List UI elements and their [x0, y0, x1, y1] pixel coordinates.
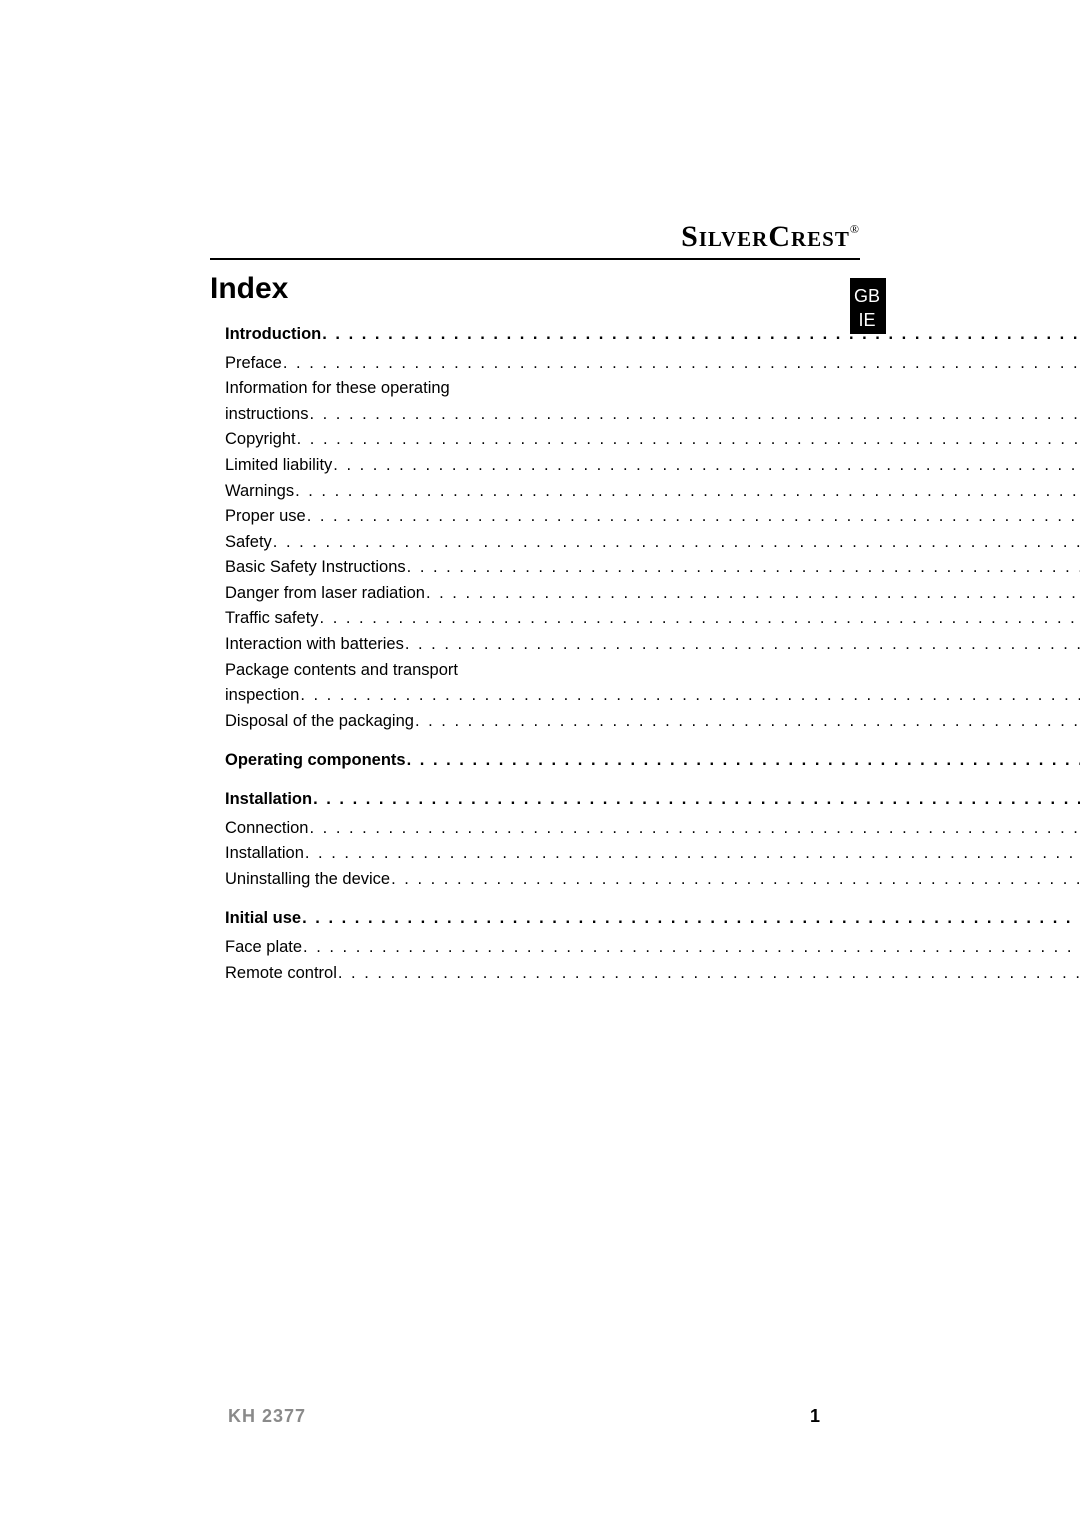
page-title: Index [210, 272, 288, 306]
toc-leader-dots: . . . . . . . . . . . . . . . . . . . . … [272, 530, 1080, 556]
toc-entry-label: Danger from laser radiation [225, 581, 425, 607]
toc-entry-label: Basic Safety Instructions [225, 555, 406, 581]
toc-leader-dots: . . . . . . . . . . . . . . . . . . . . … [425, 581, 1080, 607]
toc-heading-label: Introduction [225, 322, 321, 347]
toc-entry: Basic Safety Instructions . . . . . . . … [225, 555, 1080, 581]
toc-leader-dots: . . . . . . . . . . . . . . . . . . . . … [337, 961, 1080, 987]
toc-leader-dots: . . . . . . . . . . . . . . . . . . . . … [296, 427, 1080, 453]
toc-entry-label: Limited liability [225, 453, 332, 479]
toc-leader-dots: . . . . . . . . . . . . . . . . . . . . … [306, 504, 1080, 530]
toc-section-heading: Installation . . . . . . . . . . . . . .… [225, 787, 1080, 812]
toc-leader-dots: . . . . . . . . . . . . . . . . . . . . … [294, 479, 1080, 505]
page-footer: KH 2377 1 [228, 1406, 820, 1427]
toc-left-column: Introduction . . . . . . . . . . . . . .… [225, 322, 1080, 1084]
brand-logo: SilverCrest® [681, 220, 860, 254]
toc-entry-label: Safety [225, 530, 272, 556]
document-page: SilverCrest® GB IE Index Introduction . … [0, 0, 1080, 260]
toc-entry: Installation . . . . . . . . . . . . . .… [225, 841, 1080, 867]
toc-section-heading: Initial use . . . . . . . . . . . . . . … [225, 906, 1080, 931]
toc-entry-label: Package contents and transport [225, 658, 458, 684]
toc-leader-dots: . . . . . . . . . . . . . . . . . . . . … [390, 867, 1080, 893]
toc-entry-label: Disposal of the packaging [225, 709, 414, 735]
lang-line-1: GB [854, 284, 880, 308]
toc-leader-dots: . . . . . . . . . . . . . . . . . . . . … [301, 906, 1080, 931]
toc-heading-label: Installation [225, 787, 312, 812]
toc-section-heading: Introduction . . . . . . . . . . . . . .… [225, 322, 1080, 347]
toc-heading-label: Operating components [225, 748, 406, 773]
toc-leader-dots: . . . . . . . . . . . . . . . . . . . . … [308, 816, 1080, 842]
toc-entry: Package contents and transport [225, 658, 1080, 684]
toc-entry: Uninstalling the device . . . . . . . . … [225, 867, 1080, 893]
toc-entry-label: Information for these operating [225, 376, 450, 402]
toc-entry-label: Warnings [225, 479, 294, 505]
toc-leader-dots: . . . . . . . . . . . . . . . . . . . . … [282, 351, 1080, 377]
toc-entry: Traffic safety . . . . . . . . . . . . .… [225, 606, 1080, 632]
toc-section-heading: Operating components . . . . . . . . . .… [225, 748, 1080, 773]
toc-entry-label: Traffic safety [225, 606, 319, 632]
toc-entry: Disposal of the packaging . . . . . . . … [225, 709, 1080, 735]
toc-entry-label: Installation [225, 841, 304, 867]
toc-entry-label: Remote control [225, 961, 337, 987]
toc-entry-label: Copyright [225, 427, 296, 453]
toc-heading-label: Initial use [225, 906, 301, 931]
toc-entry-label: Preface [225, 351, 282, 377]
toc-entry: instructions . . . . . . . . . . . . . .… [225, 402, 1080, 428]
brand-text: SilverCrest [681, 220, 850, 253]
footer-model: KH 2377 [228, 1406, 306, 1427]
toc-entry-label: Connection [225, 816, 308, 842]
toc-entry-label: Face plate [225, 935, 302, 961]
toc-entry: Face plate . . . . . . . . . . . . . . .… [225, 935, 1080, 961]
toc-entry: Connection . . . . . . . . . . . . . . .… [225, 816, 1080, 842]
toc-entry: Interaction with batteries . . . . . . .… [225, 632, 1080, 658]
footer-page-number: 1 [810, 1406, 820, 1427]
toc-leader-dots: . . . . . . . . . . . . . . . . . . . . … [332, 453, 1080, 479]
toc-entry: Warnings . . . . . . . . . . . . . . . .… [225, 479, 1080, 505]
toc-entry: Copyright . . . . . . . . . . . . . . . … [225, 427, 1080, 453]
toc-entry: Safety . . . . . . . . . . . . . . . . .… [225, 530, 1080, 556]
toc-entry-label: instructions [225, 402, 308, 428]
toc-leader-dots: . . . . . . . . . . . . . . . . . . . . … [406, 555, 1080, 581]
toc-entry: Information for these operating [225, 376, 1080, 402]
toc-entry: Danger from laser radiation . . . . . . … [225, 581, 1080, 607]
horizontal-rule [210, 258, 860, 260]
toc-columns: Introduction . . . . . . . . . . . . . .… [225, 322, 808, 1084]
toc-leader-dots: . . . . . . . . . . . . . . . . . . . . … [404, 632, 1080, 658]
toc-leader-dots: . . . . . . . . . . . . . . . . . . . . … [304, 841, 1080, 867]
toc-entry-label: Proper use [225, 504, 306, 530]
toc-leader-dots: . . . . . . . . . . . . . . . . . . . . … [299, 683, 1080, 709]
toc-entry-label: Uninstalling the device [225, 867, 390, 893]
toc-leader-dots: . . . . . . . . . . . . . . . . . . . . … [312, 787, 1080, 812]
brand-registered: ® [850, 222, 860, 236]
toc-leader-dots: . . . . . . . . . . . . . . . . . . . . … [414, 709, 1080, 735]
toc-leader-dots: . . . . . . . . . . . . . . . . . . . . … [302, 935, 1080, 961]
toc-entry-label: inspection [225, 683, 299, 709]
toc-entry: Limited liability . . . . . . . . . . . … [225, 453, 1080, 479]
toc-entry: Remote control . . . . . . . . . . . . .… [225, 961, 1080, 987]
toc-leader-dots: . . . . . . . . . . . . . . . . . . . . … [406, 748, 1080, 773]
toc-entry-label: Interaction with batteries [225, 632, 404, 658]
toc-entry: Preface . . . . . . . . . . . . . . . . … [225, 351, 1080, 377]
toc-leader-dots: . . . . . . . . . . . . . . . . . . . . … [321, 322, 1080, 347]
toc-entry: inspection . . . . . . . . . . . . . . .… [225, 683, 1080, 709]
toc-leader-dots: . . . . . . . . . . . . . . . . . . . . … [308, 402, 1080, 428]
toc-leader-dots: . . . . . . . . . . . . . . . . . . . . … [319, 606, 1080, 632]
toc-entry: Proper use . . . . . . . . . . . . . . .… [225, 504, 1080, 530]
